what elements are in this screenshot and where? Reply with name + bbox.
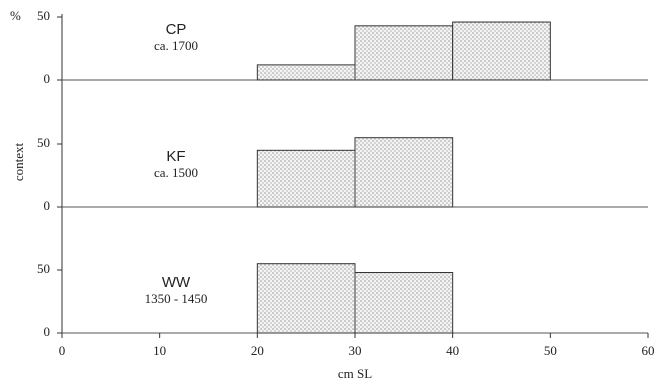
x-tick-label: 10 [153, 343, 166, 358]
bar [354, 137, 454, 208]
panel-title: CP [166, 21, 187, 38]
bar [256, 149, 356, 208]
y-tick-label: 0 [44, 324, 51, 339]
y-tick-label: 0 [44, 198, 51, 213]
panel-title: KF [166, 148, 185, 165]
panel-subtitle: ca. 1700 [154, 38, 198, 53]
y-axis-label: context [11, 142, 26, 181]
bar [452, 21, 551, 81]
x-axis-label: cm SL [338, 366, 372, 381]
bar [354, 272, 454, 334]
x-tick-label: 20 [251, 343, 264, 358]
y-unit: % [10, 8, 21, 23]
y-tick-label: 50 [37, 8, 50, 23]
panel-subtitle: ca. 1500 [154, 165, 198, 180]
x-tick-label: 30 [349, 343, 362, 358]
x-tick-label: 40 [446, 343, 459, 358]
y-tick-label: 50 [37, 261, 50, 276]
bar [256, 263, 356, 334]
x-tick-label: 60 [642, 343, 655, 358]
bar [354, 25, 454, 81]
y-tick-label: 0 [44, 71, 51, 86]
bar [256, 64, 356, 81]
x-tick-label: 50 [544, 343, 557, 358]
x-tick-label: 0 [59, 343, 66, 358]
y-tick-label: 50 [37, 135, 50, 150]
panel-title: WW [162, 274, 191, 291]
panel-subtitle: 1350 - 1450 [145, 291, 208, 306]
